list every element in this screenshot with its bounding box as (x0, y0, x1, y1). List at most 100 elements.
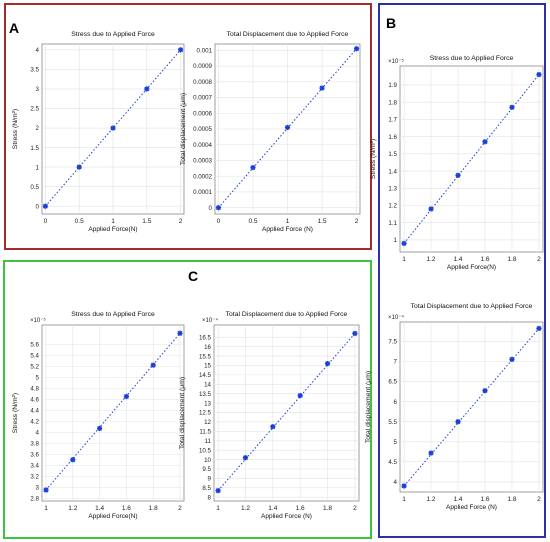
data-point-stroke (455, 172, 461, 178)
data-point-stroke (270, 424, 276, 430)
data-point-stroke (42, 203, 48, 209)
data-point-stroke (243, 455, 248, 461)
x-tick-label: 1 (402, 496, 406, 503)
x-tick-label: 1.6 (480, 496, 489, 503)
x-tick-label: 1.2 (427, 496, 436, 503)
y-tick-label: 2.8 (30, 495, 39, 502)
data-point (536, 325, 542, 332)
x-tick-label: 0 (217, 218, 221, 225)
chart-title: Total Displacement due to Applied Force (411, 303, 533, 310)
y-tick-label: 4 (394, 479, 398, 486)
y-tick-label: 9 (208, 476, 212, 483)
y-tick-label: 11 (205, 438, 212, 445)
data-point (270, 424, 276, 430)
y-tick-label: 5.6 (30, 341, 39, 348)
plot-area (213, 324, 360, 502)
data-point (319, 85, 325, 91)
x-tick-label: 1.8 (507, 496, 516, 503)
y-tick-label: 3.4 (30, 462, 39, 469)
x-axis-label: Applied Force(N) (88, 226, 137, 233)
panel-c (3, 260, 372, 539)
chart-title: Stress due to Applied Force (430, 55, 514, 62)
x-tick-label: 0.5 (75, 218, 84, 225)
y-tick-label: 7.5 (388, 338, 397, 345)
data-point-stroke (509, 104, 515, 110)
data-point (284, 124, 291, 131)
data-point (215, 488, 221, 494)
data-point (150, 362, 156, 368)
panel-a (4, 3, 372, 250)
x-tick-label: 1.5 (142, 218, 151, 225)
panel-a-label: A (9, 20, 20, 36)
data-point (428, 450, 434, 456)
x-tick-label: 1.4 (95, 505, 104, 512)
y-tick-label: 15.5 (199, 353, 212, 360)
x-tick-label: 1.8 (507, 256, 516, 263)
data-point (297, 392, 303, 399)
data-point-stroke (215, 488, 221, 494)
data-point-stroke (285, 124, 290, 130)
x-tick-label: 1 (111, 218, 115, 225)
y-tick-label: 2 (36, 125, 40, 132)
data-point (70, 457, 76, 463)
data-point (76, 164, 82, 170)
plot-area (399, 321, 544, 493)
x-tick-label: 1.2 (241, 505, 250, 512)
y-tick-label: 10 (204, 457, 211, 464)
y-tick-label: 0.0002 (193, 173, 212, 180)
x-axis-label: Applied Force (N) (262, 226, 313, 233)
y-tick-label: 1.5 (30, 145, 39, 152)
data-point (144, 86, 150, 92)
axis-multiplier: ×10⁻⁵ (30, 317, 46, 324)
y-tick-label: 4 (36, 47, 40, 54)
data-point-stroke (354, 46, 359, 52)
data-point-stroke (150, 362, 156, 368)
y-tick-label: 2.5 (30, 106, 39, 113)
x-axis-label: Applied Force(N) (88, 513, 137, 520)
y-tick-label: 1.1 (388, 220, 397, 227)
data-point-stroke (428, 206, 434, 212)
y-tick-label: 0 (209, 205, 213, 212)
data-point-stroke (70, 457, 76, 463)
panel-c-label: C (188, 268, 199, 284)
y-tick-label: 12.5 (199, 410, 212, 417)
y-tick-label: 7 (394, 359, 398, 366)
y-tick-label: 14.5 (199, 372, 212, 379)
panel-b (378, 3, 546, 538)
y-tick-label: 13 (204, 400, 211, 407)
x-tick-label: 2 (537, 256, 541, 263)
chart-title: Stress due to Applied Force (71, 311, 155, 318)
y-tick-label: 0.0004 (193, 142, 212, 149)
y-tick-label: 4.4 (30, 407, 39, 414)
y-tick-label: 1.5 (388, 151, 397, 158)
y-tick-label: 4.8 (30, 385, 39, 392)
y-tick-label: 16 (204, 344, 211, 351)
x-tick-label: 1.8 (323, 505, 332, 512)
data-point-stroke (319, 85, 325, 91)
data-point-stroke (110, 125, 116, 131)
fit-line (403, 328, 540, 487)
y-tick-label: 5 (394, 439, 398, 446)
data-point (42, 203, 48, 209)
y-tick-label: 6 (394, 399, 398, 406)
y-tick-label: 4 (36, 429, 40, 436)
y-tick-label: 8.5 (202, 485, 211, 492)
data-point-stroke (297, 393, 303, 399)
y-axis-label: Total displacement (μm) (365, 371, 372, 443)
y-tick-label: 1.3 (388, 185, 397, 192)
data-point-stroke (216, 205, 221, 211)
y-tick-label: 1.4 (388, 168, 397, 175)
y-tick-label: 4.5 (388, 459, 397, 466)
x-tick-label: 1.4 (453, 256, 462, 263)
y-tick-label: 0.001 (197, 47, 213, 54)
x-tick-label: 1 (216, 505, 220, 512)
data-point (455, 172, 461, 178)
data-point (178, 47, 184, 53)
y-tick-label: 0.5 (30, 184, 39, 191)
data-point (536, 72, 542, 78)
y-tick-label: 6.5 (388, 379, 397, 386)
data-point (482, 388, 488, 394)
